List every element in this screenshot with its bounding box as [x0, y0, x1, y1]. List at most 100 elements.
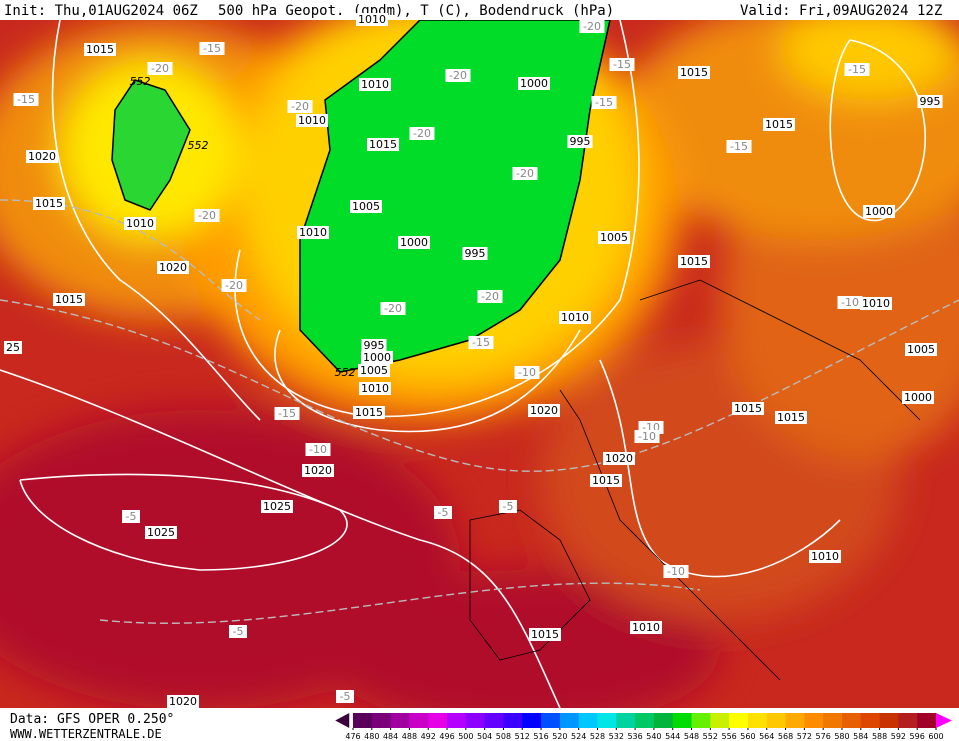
pressure-label-text: 1000: [400, 236, 428, 249]
colorbar-tick-label: 500: [458, 732, 473, 741]
colorbar-tick-label: 496: [439, 732, 454, 741]
pressure-label: 1025: [261, 500, 293, 513]
pressure-label: 25: [4, 341, 22, 354]
temperature-label: -20: [221, 279, 247, 292]
pressure-label-text: 1020: [169, 695, 197, 708]
temperature-label-box: [199, 42, 225, 55]
pressure-label-text: 1015: [734, 402, 762, 415]
temperature-label-box: [221, 279, 247, 292]
temperature-label-box: [514, 366, 540, 379]
colorbar-swatch: [710, 713, 730, 728]
colorbar-swatch: [879, 713, 899, 728]
pressure-label-text: 1015: [680, 66, 708, 79]
temperature-label-text: -15: [203, 42, 221, 55]
pressure-label-box: [261, 500, 293, 513]
pressure-label-box: [398, 236, 430, 249]
pressure-label: 1000: [361, 351, 393, 364]
temperature-label-box: [336, 690, 354, 703]
colorbar-swatch: [747, 713, 768, 728]
geopotential-label: 552: [188, 139, 209, 152]
temperature-label: -10: [305, 443, 331, 456]
temperature-label-box: [591, 96, 617, 109]
temperature-label-text: -20: [225, 279, 243, 292]
temperature-label: -20: [477, 290, 503, 303]
pressure-label: 1015: [590, 474, 622, 487]
pressure-label: 1010: [809, 550, 841, 563]
temperature-label-text: -5: [126, 510, 137, 523]
colorbar-high-arrow: [936, 713, 952, 728]
pressure-label-box: [763, 118, 795, 131]
pressure-label-box: [905, 343, 937, 356]
pressure-label: 1020: [26, 150, 58, 163]
pressure-label: 1020: [603, 452, 635, 465]
temperature-label-box: [634, 430, 660, 443]
colorbar-swatch: [353, 713, 373, 728]
pressure-label: 1010: [559, 311, 591, 324]
pressure-label: 995: [462, 247, 488, 260]
map-labels: 1015 1010 1010 1015 1005 1010 1000 995 995 1000 10…: [4, 13, 943, 708]
pressure-label-text: 1015: [777, 411, 805, 424]
pressure-label-text: 1015: [765, 118, 793, 131]
temperature-label: -10: [837, 296, 863, 309]
colorbar: 476 480 484 488 492 496 500 504 508 512 516 520 524 5…: [335, 713, 952, 741]
colorbar-swatch: [578, 713, 598, 728]
temperature-label-box: [663, 565, 689, 578]
colorbar-low-arrow: [335, 713, 350, 728]
colorbar-tick-label: 536: [627, 732, 642, 741]
pressure-label-box: [863, 205, 895, 218]
temperature-label: -15: [274, 407, 300, 420]
colorbar-tick-label: 584: [853, 732, 868, 741]
pressure-label-box: [630, 621, 662, 634]
pressure-label-text: 1005: [600, 231, 628, 244]
pressure-label-box: [902, 391, 934, 404]
pressure-label-box: [367, 138, 399, 151]
temperature-label-text: -20: [583, 20, 601, 33]
pressure-label: 1015: [84, 43, 116, 56]
colorbar-tick-label: 588: [872, 732, 887, 741]
pressure-label-box: [361, 351, 393, 364]
pressure-label: 1015: [678, 255, 710, 268]
colorbar-tick-label: 480: [364, 732, 379, 741]
pressure-label: 1000: [518, 77, 550, 90]
geopotential-label-text: 552: [188, 139, 209, 152]
colorbar-swatch: [635, 713, 655, 728]
pressure-label: 1020: [302, 464, 334, 477]
temperature-label: -15: [844, 63, 870, 76]
pressure-label: 1010: [124, 217, 156, 230]
pressure-label: 1020: [528, 404, 560, 417]
pressure-label: 995: [567, 135, 593, 148]
pressure-label-text: 1010: [126, 217, 154, 230]
pressure-label-text: 25: [6, 341, 20, 354]
pressure-label: 1005: [905, 343, 937, 356]
pressure-label-text: 1010: [299, 226, 327, 239]
temperature-label-box: [305, 443, 331, 456]
pressure-label-text: 1015: [680, 255, 708, 268]
colorbar-swatch: [729, 713, 749, 728]
temperature-label: -15: [199, 42, 225, 55]
pressure-label-text: 995: [570, 135, 591, 148]
pressure-label-box: [296, 114, 328, 127]
map-title: 500 hPa Geopot. (gpdm), T (C), Bodendruc…: [218, 3, 614, 19]
temperature-label: -10: [634, 430, 660, 443]
colorbar-tick-label: 596: [910, 732, 925, 741]
pressure-label-box: [157, 261, 189, 274]
temperature-label-text: -15: [730, 140, 748, 153]
temperature-label-text: -10: [518, 366, 536, 379]
temperature-label-box: [287, 100, 313, 113]
pressure-label-text: 1020: [159, 261, 187, 274]
temperature-label-box: [229, 625, 247, 638]
geopotential-label: 552: [130, 75, 151, 88]
temperature-label: -15: [609, 58, 635, 71]
pressure-label-box: [529, 628, 561, 641]
colorbar-tick-label: 528: [590, 732, 605, 741]
colorbar-tick-label: 492: [421, 732, 436, 741]
pressure-label-box: [518, 77, 550, 90]
colorbar-tick-label: 516: [533, 732, 548, 741]
pressure-label: 1010: [359, 382, 391, 395]
pressure-label-text: 1010: [358, 13, 386, 26]
pressure-label: 1020: [167, 695, 199, 708]
colorbar-tick-label: 524: [571, 732, 586, 741]
temperature-label-text: -15: [17, 93, 35, 106]
colorbar-swatch: [804, 713, 824, 728]
colorbar-tick-label: 488: [402, 732, 417, 741]
